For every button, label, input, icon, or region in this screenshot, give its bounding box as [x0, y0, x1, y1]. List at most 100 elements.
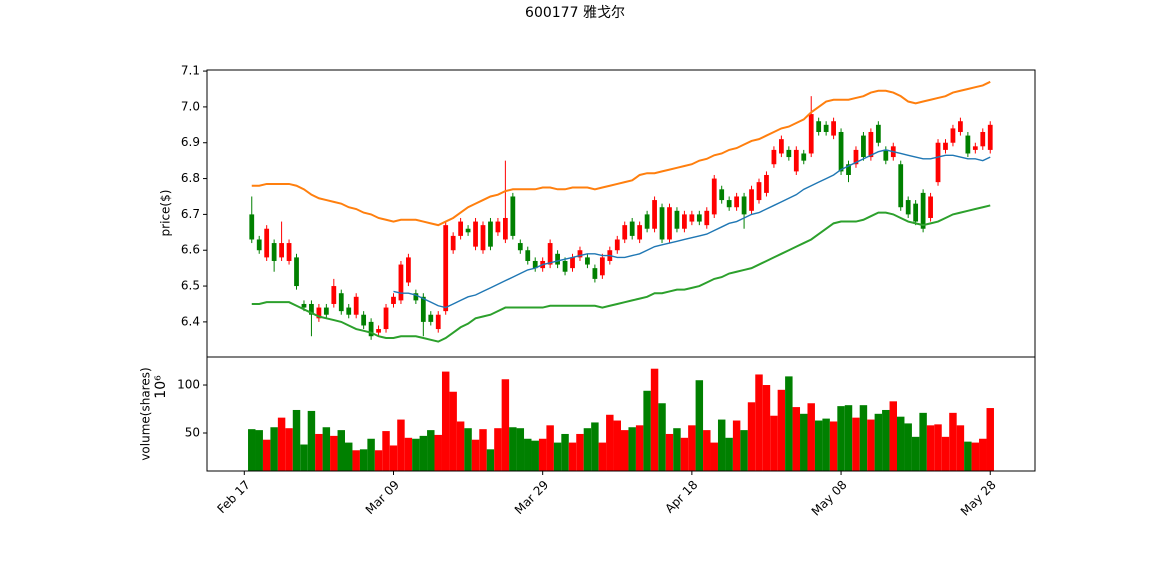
volume-bar: [262, 439, 271, 471]
x-tick-label: Mar 09: [363, 478, 402, 517]
volume-bar: [285, 428, 293, 471]
volume-bar: [956, 425, 965, 471]
volume-bar: [814, 420, 823, 471]
candle-body: [853, 149, 859, 165]
volume-bar: [949, 412, 957, 471]
candle-body: [368, 321, 374, 337]
volume-bar: [427, 430, 435, 471]
volume-bar: [598, 442, 607, 471]
volume-bar: [941, 436, 950, 471]
candle-body: [838, 131, 844, 172]
x-tick-label: May 08: [809, 478, 850, 519]
candle-body: [383, 307, 389, 330]
candle-body: [271, 243, 277, 261]
volume-bar: [859, 405, 868, 471]
x-tick-label: Apr 18: [662, 478, 700, 516]
candle-body: [652, 200, 657, 229]
y-tick-label: 7.0: [181, 99, 200, 113]
volume-bar: [464, 428, 472, 471]
candle-body: [905, 200, 911, 215]
candle-body: [696, 214, 702, 222]
volume-bar: [919, 412, 927, 471]
volume-bar: [680, 437, 689, 471]
candle-body: [331, 286, 337, 304]
x-tick-label: Feb 17: [214, 478, 252, 516]
candle-body: [376, 329, 381, 333]
candle-body: [301, 303, 307, 308]
candle-body: [719, 189, 725, 201]
candle-body: [517, 243, 523, 251]
volume-bar: [270, 427, 278, 471]
candle-body: [480, 225, 486, 251]
candle-body: [316, 307, 322, 319]
volume-bar: [964, 441, 972, 471]
volume-bar: [456, 421, 465, 471]
candle-body: [353, 296, 359, 315]
volume-bar: [889, 401, 897, 471]
candle-body: [674, 210, 680, 229]
volume-bar: [874, 413, 883, 471]
volume-bar: [561, 433, 569, 471]
y-tick-label: 6.4: [181, 314, 200, 328]
volume-bar: [277, 417, 286, 471]
candle-body: [264, 228, 270, 258]
candle-body: [943, 142, 948, 150]
candle-body: [823, 124, 829, 132]
y-tick-label: 6.9: [181, 135, 200, 149]
band-line: [251, 80, 991, 227]
volume-frame: [206, 356, 1036, 472]
y-axis-label: price($): [159, 190, 173, 237]
volume-bar: [449, 391, 457, 471]
candle-body: [413, 293, 419, 301]
price-frame: [206, 69, 1036, 358]
volume-bar: [703, 430, 711, 471]
candle-body: [465, 228, 471, 233]
candle-body: [323, 307, 329, 315]
candle-body: [831, 121, 836, 136]
y-tick-label: 6.7: [181, 207, 200, 221]
volume-bar: [621, 430, 629, 471]
x-tick-label: Mar 29: [512, 478, 551, 517]
volume-bar: [494, 428, 502, 471]
volume-bar: [315, 433, 323, 471]
candle-body: [525, 250, 531, 261]
band-line: [393, 149, 991, 309]
volume-bar: [926, 425, 935, 471]
volume-bar: [568, 442, 577, 471]
volume-bar: [382, 431, 390, 471]
candle-body: [868, 131, 874, 158]
candle-body: [294, 257, 299, 287]
volume-bar: [792, 407, 801, 471]
volume-bar: [986, 408, 994, 471]
candle-body: [555, 253, 560, 265]
volume-bar: [635, 425, 644, 471]
candle-body: [667, 207, 672, 240]
volume-bar: [717, 419, 726, 471]
candle-body: [614, 239, 620, 251]
volume-bar: [606, 414, 614, 471]
candle-body: [502, 217, 508, 240]
volume-bar: [322, 427, 331, 471]
volume-bar: [441, 371, 450, 471]
volume-bar: [255, 430, 263, 471]
candle-body: [786, 149, 792, 158]
candle-body: [398, 264, 404, 301]
volume-bar: [397, 419, 405, 471]
candle-body: [443, 225, 449, 312]
volume-bar: [785, 376, 793, 471]
volume-bar: [695, 380, 704, 471]
volume-bar: [524, 438, 532, 471]
volume-bar: [434, 434, 442, 471]
volume-bar: [479, 429, 487, 471]
candle-body: [861, 135, 866, 158]
volume-bar: [867, 419, 875, 471]
candle-body: [420, 296, 426, 322]
volume-bar: [844, 405, 853, 471]
volume-bar: [934, 424, 942, 471]
volume-bar: [800, 413, 808, 471]
candle-body: [286, 243, 292, 261]
volume-bar: [904, 423, 912, 471]
candle-body: [898, 164, 904, 208]
